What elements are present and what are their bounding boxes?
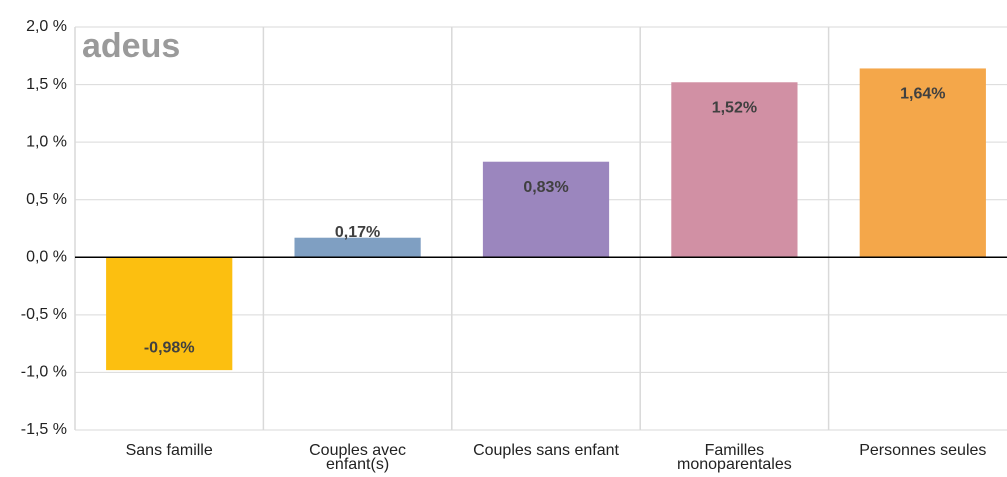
y-tick-label: -1,5 %	[21, 421, 67, 438]
value-label: 1,64%	[900, 86, 945, 103]
bar	[294, 237, 421, 258]
bar	[671, 82, 798, 258]
x-tick-label: Sans famille	[125, 442, 213, 459]
y-tick-label: 1,0 %	[26, 133, 67, 150]
bar	[106, 257, 233, 371]
x-tick-label: Personnes seules	[859, 442, 987, 459]
x-tick-label: Familles monoparentales	[677, 442, 792, 473]
value-label: 0,83%	[523, 179, 568, 196]
y-tick-label: -0,5 %	[21, 306, 67, 323]
x-tick-label: Couples avec enfant(s)	[309, 442, 407, 473]
y-tick-label: 1,5 %	[26, 76, 67, 93]
y-tick-label: 0,5 %	[26, 191, 67, 208]
y-tick-label: -1,0 %	[21, 364, 67, 381]
bar	[482, 161, 610, 258]
bar	[859, 68, 986, 258]
y-tick-label: 0,0 %	[26, 249, 67, 266]
value-label: 0,17%	[335, 224, 380, 241]
y-tick-label: 2,0 %	[26, 18, 67, 35]
x-tick-label: Couples sans enfant	[473, 442, 619, 459]
value-label: 1,52%	[712, 99, 757, 116]
logo: adeus	[82, 27, 180, 65]
value-label: -0,98%	[144, 339, 195, 356]
